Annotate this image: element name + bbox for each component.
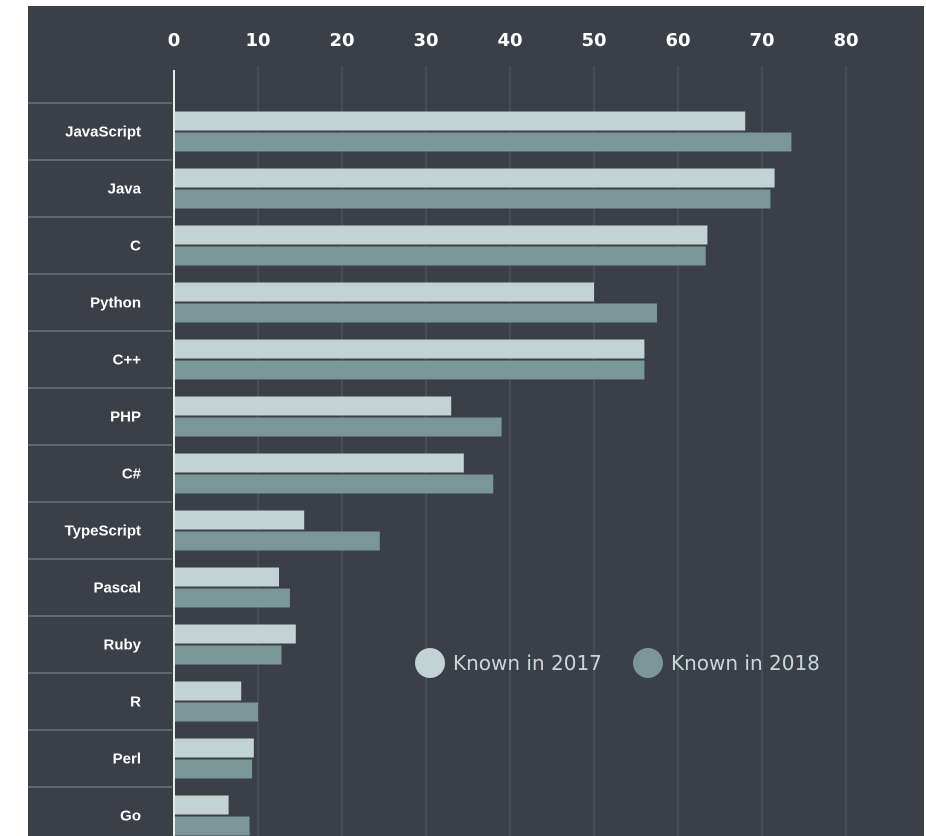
bar-2017 [174, 624, 296, 644]
category-label: Java [108, 181, 142, 198]
bar-2017 [174, 510, 305, 530]
bar-2018 [174, 588, 290, 608]
category-label: Pascal [93, 580, 141, 597]
x-tick-label: 80 [833, 30, 858, 51]
x-tick-label: 30 [413, 30, 438, 51]
x-tick-label: 10 [245, 30, 270, 51]
bar-2017 [174, 111, 746, 131]
bar-2018 [174, 702, 258, 722]
row-separators [28, 102, 172, 788]
bar-2018 [174, 303, 657, 323]
category-label: JavaScript [65, 124, 141, 141]
legend: Known in 2017 Known in 2018 [415, 648, 820, 678]
category-labels: JavaScript Java C Python C++ PHP C# TypeScript P… [65, 124, 142, 825]
bar-2018 [174, 816, 250, 836]
chart-panel: 0 10 20 30 40 50 60 70 80 JavaScript Java C Python C… [28, 6, 924, 836]
x-tick-label: 70 [749, 30, 774, 51]
x-axis-ticks: 0 10 20 30 40 50 60 70 80 [168, 30, 859, 51]
bar-2017 [174, 738, 254, 758]
bar-2017 [174, 225, 708, 245]
bar-2018 [174, 132, 792, 152]
category-label: Python [90, 295, 141, 312]
category-label: TypeScript [65, 523, 141, 540]
legend-label: Known in 2018 [671, 651, 820, 675]
bar-2018 [174, 531, 380, 551]
bar-2018 [174, 474, 494, 494]
bar-2017 [174, 168, 775, 188]
category-label: R [130, 694, 141, 711]
bar-2018 [174, 645, 282, 665]
x-tick-label: 50 [581, 30, 606, 51]
bar-2017 [174, 681, 242, 701]
bars [174, 111, 792, 836]
legend-label: Known in 2017 [453, 651, 602, 675]
category-label: C# [122, 466, 142, 483]
bar-2018 [174, 189, 771, 209]
x-tick-label: 20 [329, 30, 354, 51]
bar-2018 [174, 246, 706, 266]
bar-2017 [174, 567, 279, 587]
category-label: PHP [110, 409, 141, 426]
bar-2018 [174, 360, 645, 380]
bar-2017 [174, 282, 594, 302]
bar-chart: 0 10 20 30 40 50 60 70 80 JavaScript Java C Python C… [28, 30, 859, 836]
category-label: Ruby [104, 637, 142, 654]
category-label: C++ [113, 352, 142, 369]
bar-2017 [174, 396, 452, 416]
bar-2018 [174, 759, 253, 779]
legend-swatch [415, 648, 445, 678]
category-label: Perl [113, 751, 141, 768]
category-label: Go [120, 808, 141, 825]
legend-swatch [633, 648, 663, 678]
bar-2017 [174, 795, 229, 815]
bar-2017 [174, 339, 645, 359]
x-tick-label: 60 [665, 30, 690, 51]
bar-2018 [174, 417, 502, 437]
x-tick-label: 0 [168, 30, 181, 51]
bar-2017 [174, 453, 464, 473]
category-label: C [130, 238, 141, 255]
x-tick-label: 40 [497, 30, 522, 51]
